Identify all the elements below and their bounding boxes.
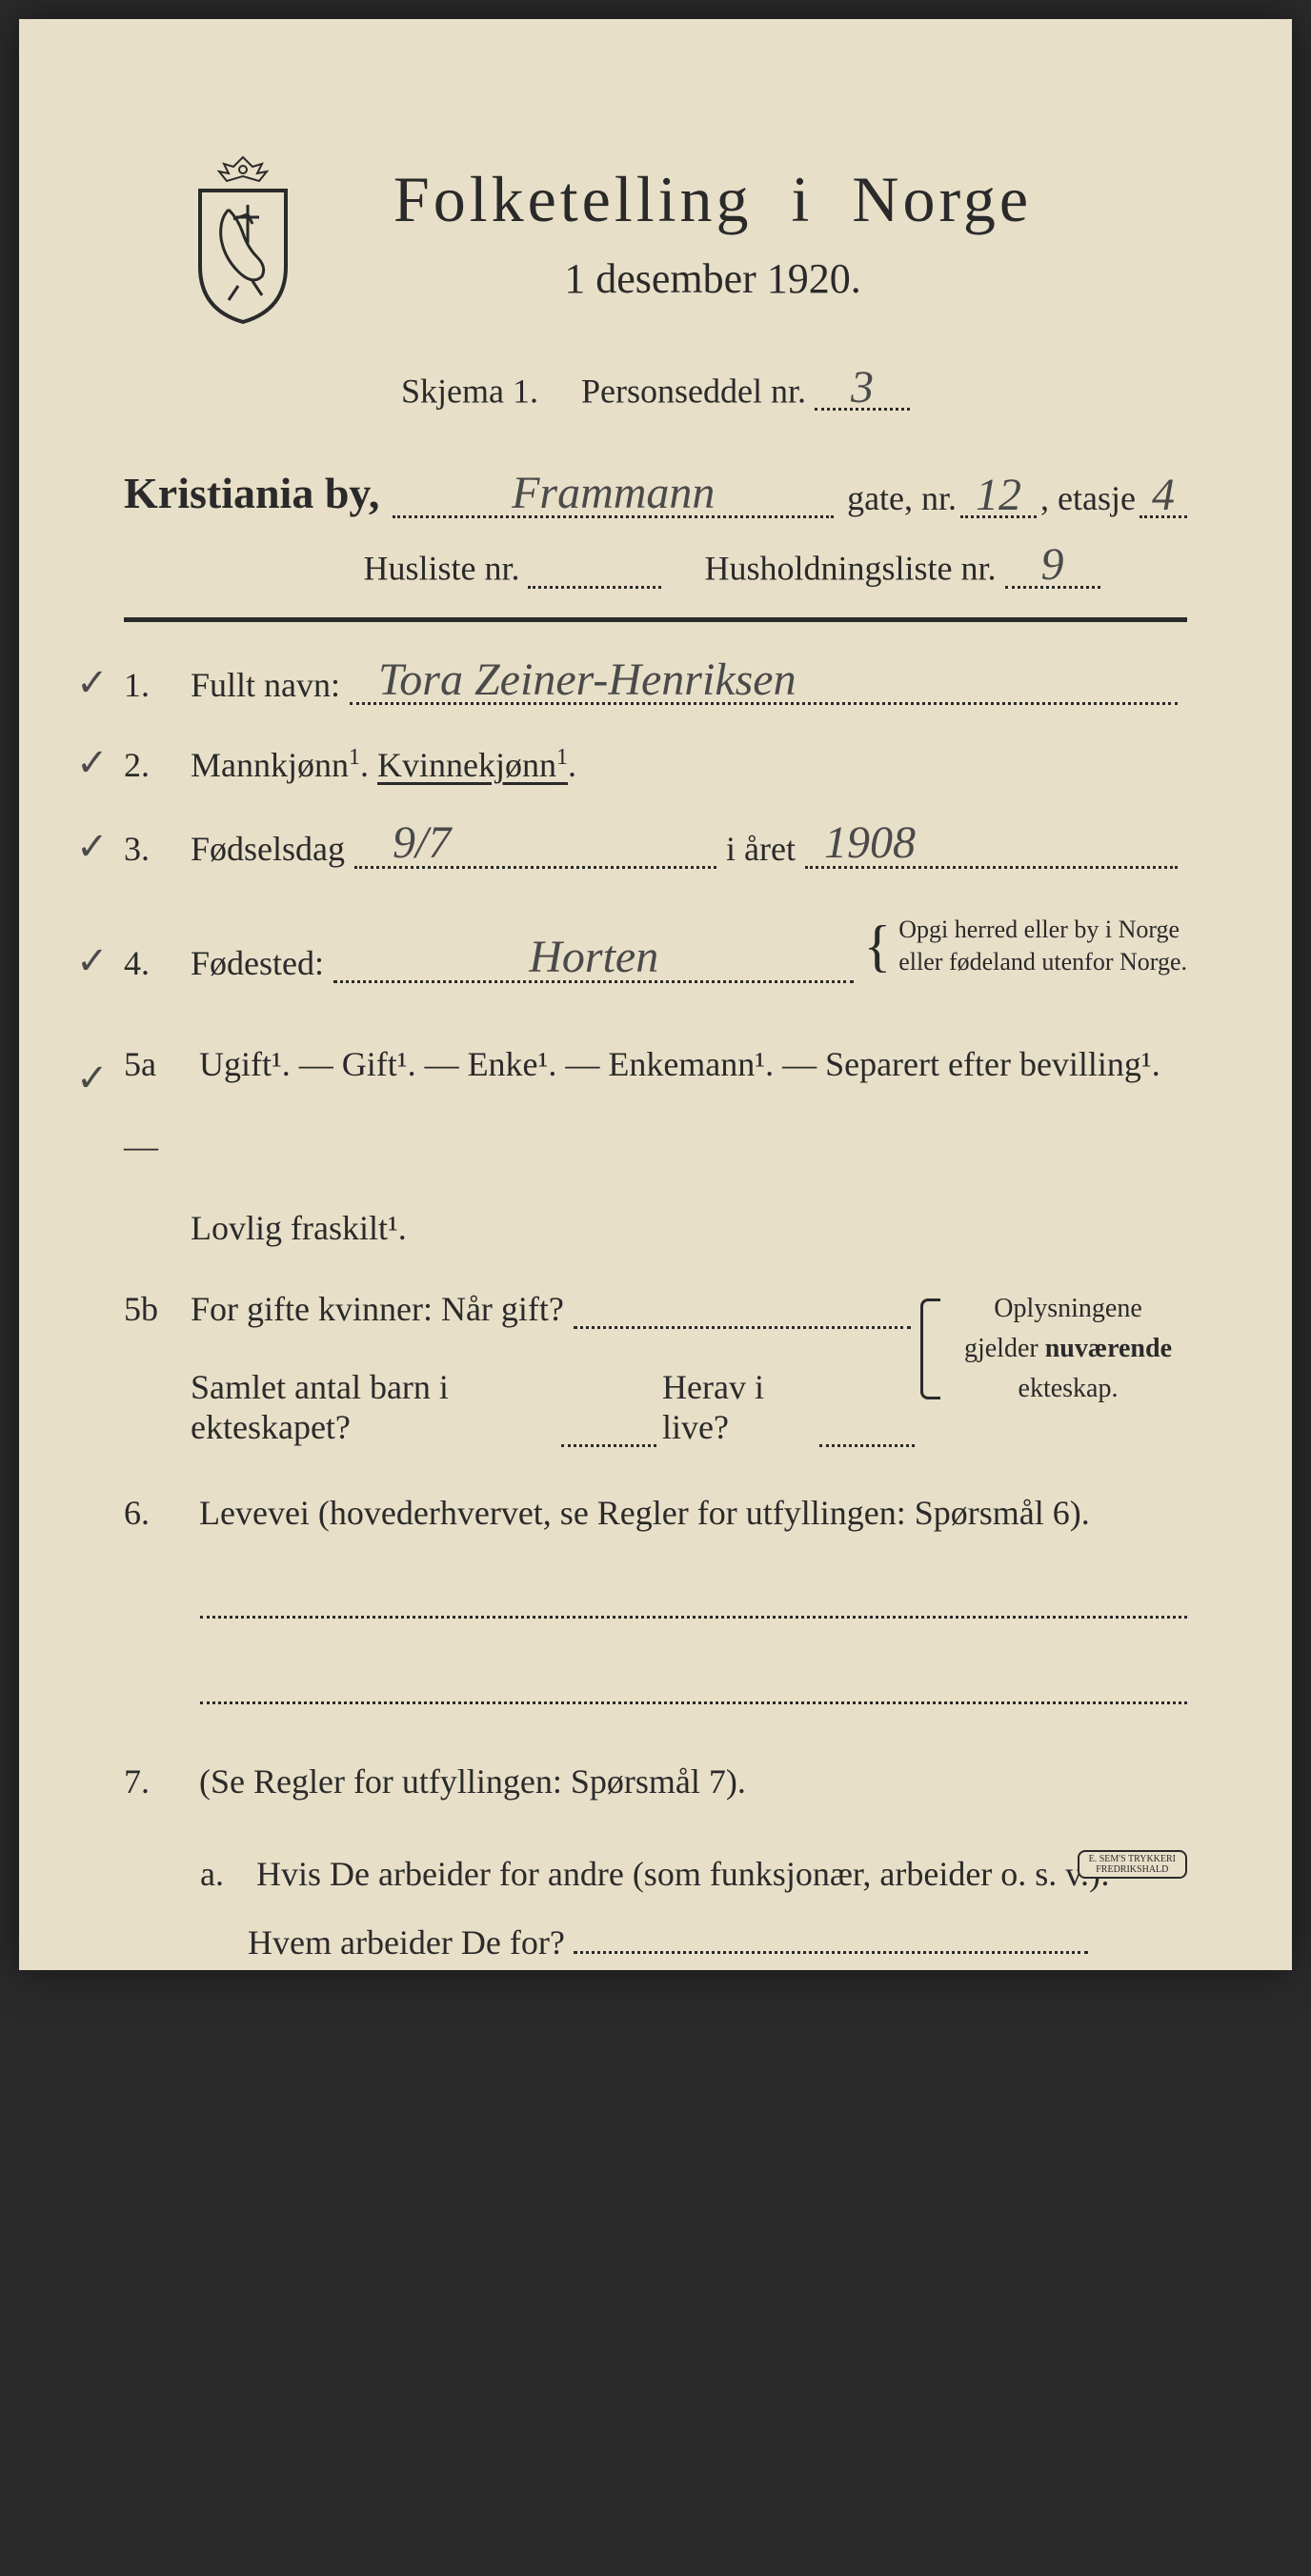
husholdning-label: Husholdningsliste nr. [704,550,996,588]
divider-footer [124,2440,1187,2443]
q3-year-label: i året [726,829,796,869]
title-block: Folketelling i Norge 1 desember 1920. [295,114,1130,303]
footnote-text: Her kan svares ved tydelig understreknin… [151,2547,833,2575]
q6-line1 [200,1561,1187,1619]
q5a-row: ✓ 5a Ugift¹. — Gift¹. — Enke¹. — Enkeman… [124,1023,1187,1270]
husliste-nr [528,584,661,589]
census-form-page: Folketelling i Norge 1 desember 1920. Sk… [19,19,1292,1970]
brace-icon: { [863,915,891,977]
q6-row: 6. Levevei (hovederhvervet, se Regler fo… [124,1493,1187,1704]
printer-mark: E. SEM'S TRYKKERI FREDRIKSHALD [1078,1850,1187,1879]
q3-year: 1908 [805,825,1178,868]
q1-row: ✓ 1. Fullt navn: Tora Zeiner-Henriksen [124,662,1187,705]
printer-line2: FREDRIKSHALD [1096,1864,1168,1875]
footer-note: Har man ingen biinntekt av nogen betydni… [124,2458,1187,2490]
husholdning-nr: 9 [1005,547,1100,588]
q8-num: 8. [124,2257,191,2297]
q7a-text1: Hvis De arbeider for andre (som funksjon… [256,1855,1110,1893]
q3-label: Fødselsdag [191,829,345,869]
q6-num: 6. [124,1493,191,1533]
schema-line: Skjema 1. Personseddel nr. 3 [124,370,1187,411]
gate-label: gate, nr. [847,478,957,518]
q5a-text: Ugift¹. — Gift¹. — Enke¹. — Enkemann¹. —… [124,1045,1160,1165]
q7b-text2: (ja eller nei)? [200,2156,431,2194]
q8-label: Bierhverv (eller biinntekt) [191,2257,551,2297]
q4-label: Fødested: [191,943,324,983]
city-label: Kristiania by, [124,468,379,518]
q5b-note: Oplysningene gjelder nuværende ekteskap. [920,1289,1187,1409]
q5a-num: 5a [124,1023,191,1105]
q2-row: ✓ 2. Mannkjønn1. Kvinnekjønn1. [124,745,1187,785]
q5b-note3: ekteskap. [1019,1374,1119,1403]
check-mark-icon: ✓ [76,1033,109,1124]
q7a-label: a. [200,1840,248,1908]
q5b-line2a: Samlet antal barn i ekteskapet? [191,1367,555,1447]
q7-text: (Se Regler for utfyllingen: Spørsmål 7). [199,1762,746,1801]
schema-label: Skjema 1. [401,372,538,410]
q5b-live-value [819,1442,915,1447]
q5b-left: 5b For gifte kvinner: Når gift? Samlet a… [124,1289,920,1447]
etasje-nr: 4 [1140,477,1187,518]
etasje-label: , etasje [1040,478,1136,518]
q4-note-line1: Opgi herred eller by i Norge [898,916,1180,943]
date-line: 1 desember 1920. [295,254,1130,303]
q7b-fill [439,2184,1125,2186]
q7a: a. Hvis De arbeider for andre (som funks… [124,1840,1187,2034]
divider-top [124,617,1187,622]
q6-line2 [200,1647,1187,1704]
q7-row: 7. (Se Regler for utfyllingen: Spørsmål … [124,1761,1187,2209]
q7-num: 7. [124,1761,191,1801]
q3-day: 9/7 [354,825,716,868]
list-line: Husliste nr. Husholdningsliste nr. 9 [124,547,1187,588]
q7b-text1: Hvis De driver egen virksomhet: Anvender… [256,2087,1140,2125]
check-mark-icon: ✓ [76,740,109,785]
check-mark-icon: ✓ [76,824,109,869]
q3-row: ✓ 3. Fødselsdag 9/7 i året 1908 [124,825,1187,868]
q7a-text2: Hvem arbeider De for? [200,1923,565,1962]
q4-row: ✓ 4. Fødested: Horten { Opgi herred elle… [124,909,1187,983]
q3-num: 3. [124,829,191,869]
norway-crest-icon [181,152,305,324]
q4-value: Horten [333,939,854,982]
q8-row: 8. Bierhverv (eller biinntekt) [124,2257,1187,2297]
gate-nr: 12 [960,477,1037,518]
q5a-text2: Lovlig fraskilt¹. [124,1187,407,1269]
q4-num: 4. [124,943,191,983]
q5b-num: 5b [124,1289,191,1329]
q1-value: Tora Zeiner-Henriksen [350,662,1178,705]
street-value: Frammann [393,475,834,518]
q8-value [560,2259,1178,2297]
q5b-gift-value [574,1291,911,1329]
main-title: Folketelling i Norge [295,162,1130,237]
q6-text: Levevei (hovederhvervet, se Regler for u… [199,1494,1090,1532]
footnote: 1 Her kan svares ved tydelig understrekn… [124,2534,1187,2576]
husliste-label: Husliste nr. [363,550,519,588]
q5b-note2: gjelder nuværende [964,1334,1172,1363]
q4-note-line2: eller fødeland utenfor Norge. [898,948,1187,976]
check-mark-icon: ✓ [76,660,109,705]
q8-line2 [200,2325,1187,2383]
content-area: Folketelling i Norge 1 desember 1920. Sk… [124,114,1187,1875]
check-mark-icon: ✓ [76,938,109,983]
q4-note: { Opgi herred eller by i Norge eller fød… [863,909,1187,983]
q5b-line2b: Herav i live? [662,1367,814,1447]
q2-kvinne: Kvinnekjønn1 [377,745,568,785]
personseddel-label: Personseddel nr. [581,372,806,410]
q1-label: Fullt navn: [191,665,340,705]
q7b-label: b. [200,2072,248,2141]
q7a-line2 [200,1986,1187,2034]
q5b-barn-value [561,1442,656,1447]
q7a-fill [574,1951,1088,1954]
footnote-marker: 1 [124,2546,132,2565]
q2-mann: Mannkjønn1. [191,745,369,785]
q5b-row: 5b For gifte kvinner: Når gift? Samlet a… [124,1289,1187,1447]
personseddel-nr: 3 [815,370,910,411]
q1-num: 1. [124,665,191,705]
q7b: b. Hvis De driver egen virksomhet: Anven… [124,2072,1187,2209]
printer-line1: E. SEM'S TRYKKERI [1089,1854,1176,1864]
city-line: Kristiania by, Frammann gate, nr. 12 , e… [124,468,1187,518]
q5b-note1: Oplysningene [994,1294,1142,1323]
q2-num: 2. [124,745,191,785]
q5b-line1: For gifte kvinner: Når gift? [191,1289,564,1329]
